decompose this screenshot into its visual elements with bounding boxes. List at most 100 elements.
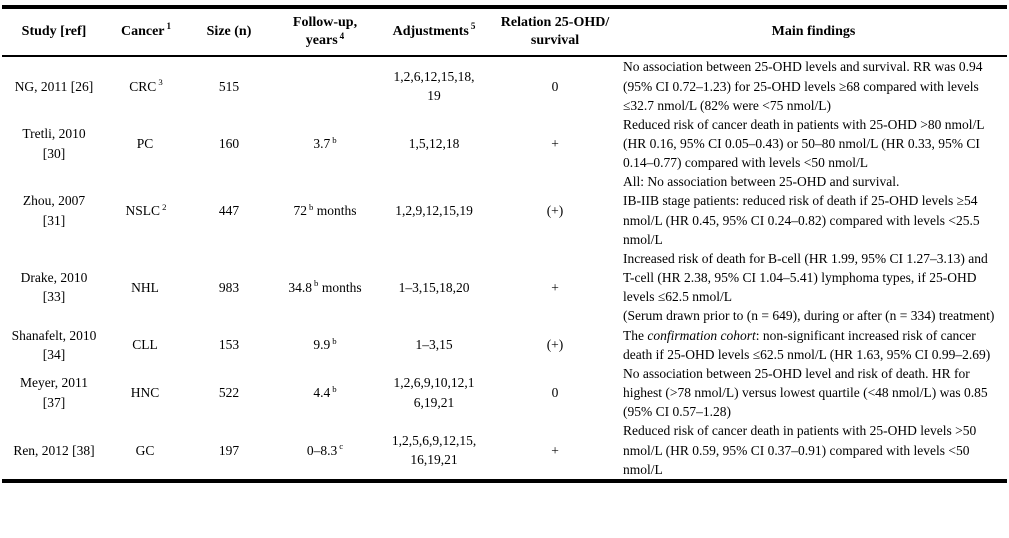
relation-cell: + <box>551 136 559 151</box>
findings-text: Increased risk of death for B-cell (HR 1… <box>623 250 995 324</box>
findings-cell: No association between 25-OHD level and … <box>620 364 1007 421</box>
col-header-followup-label: Follow-up, years <box>292 15 358 49</box>
findings-cell: Reduced risk of cancer death in patients… <box>620 421 1007 480</box>
adjustments-cell: 1–3,15 <box>415 337 453 353</box>
table-row-meyer-2011: Meyer, 2011 [37] HNC 522 4.4 b 1,2,6,9,10… <box>2 364 1007 421</box>
followup-cell: 72 b months <box>272 172 378 249</box>
cancer-abbrev: CLL <box>132 337 158 353</box>
followup-cell: 3.7 b <box>272 115 378 172</box>
col-header-cancer: Cancer 1 <box>106 7 186 58</box>
findings-cell: Increased risk of death for B-cell (HR 1… <box>620 249 1007 326</box>
findings-italic-text: confirmation cohort <box>647 327 756 343</box>
size-cell: 160 <box>218 136 240 151</box>
cancer-abbrev: PC <box>136 136 154 151</box>
cancer-cell: CLL <box>106 326 186 364</box>
col-header-findings: Main findings <box>620 7 1007 58</box>
followup-value: 34.8 <box>288 279 313 295</box>
study-cell: Meyer, 2011 [37] <box>20 375 88 410</box>
followup-cell: 34.8 b months <box>272 249 378 326</box>
studies-review-table: Study [ref] Cancer 1 Size (n) Follow-up, … <box>2 5 1007 483</box>
findings-text: No association between 25-OHD level and … <box>623 365 988 420</box>
cancer-cell: NHL <box>106 249 186 326</box>
followup-value: 72 <box>293 203 307 219</box>
col-header-adjustments-label: Adjustments <box>392 24 469 40</box>
size-cell: 447 <box>218 203 240 219</box>
cancer-cell: HNC <box>106 364 186 421</box>
size-cell: 153 <box>218 337 240 353</box>
findings-cell: No association between 25-OHD levels and… <box>620 56 1007 114</box>
findings-text: The <box>623 327 648 343</box>
followup-cell: 0–8.3 c <box>272 421 378 480</box>
col-header-relation: Relation 25-OHD/ survival <box>490 7 620 58</box>
findings-cell: The confirmation cohort: non-significant… <box>620 326 1007 364</box>
followup-value: 0–8.3 <box>306 442 338 458</box>
followup-cell <box>272 56 378 114</box>
adjustments-cell: 1,2,9,12,15,19 <box>395 203 473 219</box>
col-header-size: Size (n) <box>186 7 272 58</box>
col-header-adjustments: Adjustments 5 <box>378 7 490 58</box>
table-row-ng-2011: NG, 2011 [26] CRC 3 515 1,2,6,12,15,18, 1… <box>2 56 1007 114</box>
cancer-footnote-marker: 2 <box>162 201 167 212</box>
followup-footnote-marker: b <box>308 201 314 212</box>
followup-footnote-marker: c <box>339 441 344 451</box>
findings-text: Reduced risk of cancer death in patients… <box>623 116 985 171</box>
table-row-zhou-2007: Zhou, 2007 [31] NSLC 2 447 72 b months 1,2… <box>2 172 1007 249</box>
findings-cell: Reduced risk of cancer death in patients… <box>620 115 1007 172</box>
cancer-cell: CRC 3 <box>106 56 186 114</box>
size-cell: 983 <box>218 279 240 295</box>
followup-footnote-marker: b <box>314 278 319 289</box>
study-cell: Ren, 2012 [38] <box>13 442 95 458</box>
followup-value: 9.9 <box>313 337 331 353</box>
followup-value: 4.4 <box>313 385 331 401</box>
followup-footnote-marker: b <box>332 335 337 346</box>
cancer-cell: PC <box>106 115 186 172</box>
relation-cell: + <box>551 442 559 458</box>
followup-cell: 4.4 b <box>272 364 378 421</box>
followup-footnote-marker: 4 <box>339 30 345 41</box>
adjustments-cell: 1,2,6,12,15,18, 19 <box>393 68 475 104</box>
adjustments-footnote-marker: 5 <box>470 21 476 32</box>
followup-footnote-marker: b <box>332 383 337 394</box>
table-row-tretli-2010: Tretli, 2010 [30] PC 160 3.7 b 1,5,12,18 … <box>2 115 1007 172</box>
cancer-abbrev: NSLC <box>125 203 161 219</box>
cancer-abbrev: CRC <box>129 78 157 94</box>
col-header-study: Study [ref] <box>2 7 106 58</box>
study-cell: Drake, 2010 [33] <box>20 270 88 305</box>
followup-cell: 9.9 b <box>272 326 378 364</box>
cancer-cell: NSLC 2 <box>106 172 186 249</box>
table-row-drake-2010: Drake, 2010 [33] NHL 983 34.8 b months 1–… <box>2 249 1007 326</box>
cancer-abbrev: GC <box>135 442 155 458</box>
findings-text: All: No association between 25-OHD and s… <box>623 174 980 247</box>
size-cell: 515 <box>218 78 240 94</box>
table-row-shanafelt-2010: Shanafelt, 2010 [34] CLL 153 9.9 b 1–3,15… <box>2 326 1007 364</box>
relation-cell: (+) <box>546 203 564 219</box>
followup-footnote-marker: b <box>332 134 337 145</box>
cancer-abbrev: HNC <box>130 385 160 401</box>
study-cell: Tretli, 2010 [30] <box>22 126 86 161</box>
followup-unit: months <box>313 203 357 219</box>
adjustments-cell: 1,2,5,6,9,12,15, 16,19,21 <box>391 432 477 468</box>
size-cell: 197 <box>218 442 240 458</box>
cancer-cell: GC <box>106 421 186 480</box>
cancer-footnote-marker: 1 <box>166 21 172 32</box>
adjustments-cell: 1,2,6,9,10,12,1 6,19,21 <box>393 375 475 410</box>
size-cell: 522 <box>218 385 240 401</box>
relation-cell: 0 <box>551 78 559 94</box>
adjustments-cell: 1,5,12,18 <box>408 136 460 151</box>
followup-unit: months <box>318 279 362 295</box>
findings-text: Reduced risk of cancer death in patients… <box>623 423 977 477</box>
study-cell: NG, 2011 [26] <box>14 78 94 94</box>
findings-text: No association between 25-OHD levels and… <box>623 59 983 113</box>
study-cell: Shanafelt, 2010 [34] <box>11 327 97 362</box>
study-cell: Zhou, 2007 [31] <box>22 193 86 228</box>
followup-value: 3.7 <box>313 136 331 151</box>
relation-cell: (+) <box>546 337 564 353</box>
col-header-cancer-label: Cancer <box>120 24 165 40</box>
col-header-followup: Follow-up, years 4 <box>272 7 378 58</box>
table-row-ren-2012: Ren, 2012 [38] GC 197 0–8.3 c 1,2,5,6,9,1… <box>2 421 1007 480</box>
cancer-abbrev: NHL <box>131 279 159 295</box>
cancer-footnote-marker: 3 <box>158 77 163 88</box>
relation-cell: + <box>551 279 559 295</box>
adjustments-cell: 1–3,15,18,20 <box>398 279 470 295</box>
